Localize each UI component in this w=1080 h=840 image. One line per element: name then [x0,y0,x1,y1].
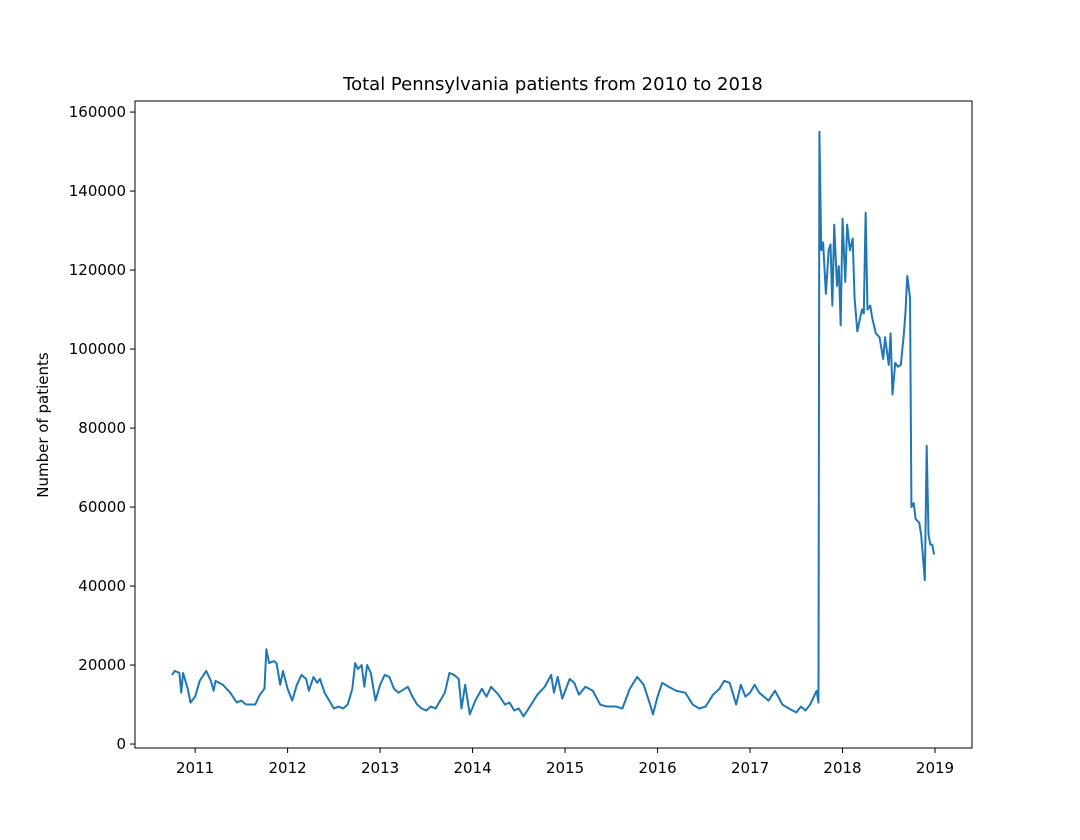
x-tick-label: 2013 [361,759,399,777]
x-tick-label: 2011 [176,759,214,777]
x-tick-label: 2015 [546,759,584,777]
y-tick-label: 100000 [69,340,126,358]
y-axis-label: Number of patients [34,352,52,498]
y-tick-label: 40000 [78,577,126,595]
x-tick-label: 2019 [916,759,954,777]
chart-title: Total Pennsylvania patients from 2010 to… [342,74,763,95]
y-tick-label: 160000 [69,103,126,121]
x-tick-label: 2014 [453,759,491,777]
y-tick-label: 0 [116,735,126,753]
y-tick-label: 140000 [69,182,126,200]
x-tick-label: 2018 [823,759,861,777]
y-tick-label: 20000 [78,656,126,674]
x-tick-label: 2016 [638,759,676,777]
x-tick-label: 2017 [731,759,769,777]
y-tick-label: 120000 [69,261,126,279]
data-line [171,130,936,718]
x-tick-label: 2012 [269,759,307,777]
plot-frame [134,100,973,749]
y-tick-label: 80000 [78,419,126,437]
y-tick-label: 60000 [78,498,126,516]
